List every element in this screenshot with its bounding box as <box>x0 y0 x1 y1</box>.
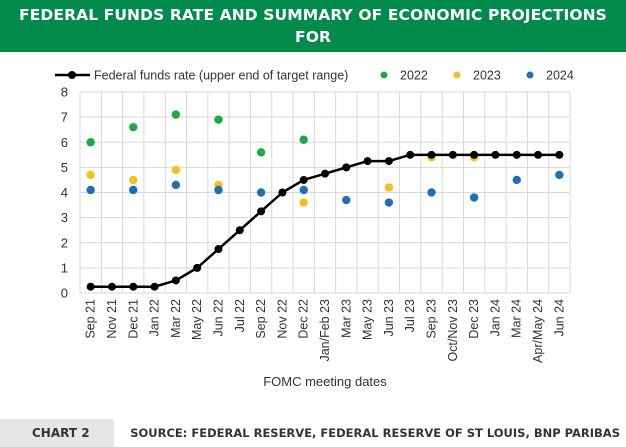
chart-title-line-1: FEDERAL FUNDS RATE AND SUMMARY OF ECONOM… <box>19 6 607 46</box>
legend-marker-2022 <box>380 71 388 79</box>
fed-funds-rate-point <box>406 150 415 159</box>
x-tick-label: Jul 23 <box>403 299 417 332</box>
x-axis-title: FOMC meeting dates <box>263 374 387 389</box>
scatter-point-2023 <box>384 183 394 192</box>
x-tick-label: Apr/May 24 <box>531 299 545 363</box>
legend-label-2023: 2023 <box>473 69 501 83</box>
legend-label-2024: 2024 <box>546 69 574 83</box>
fed-funds-rate-point <box>193 263 202 272</box>
y-tick-label: 0 <box>61 286 68 301</box>
fed-funds-rate-point <box>512 150 521 159</box>
fed-funds-rate-point <box>363 157 372 166</box>
x-tick-label: Nov 21 <box>105 299 119 339</box>
fed-funds-rate-point <box>342 163 351 172</box>
scatter-point-2024 <box>171 180 181 190</box>
x-tick-label: Sep 21 <box>84 299 98 339</box>
scatter-point-2022 <box>86 138 95 147</box>
fed-funds-rate-point <box>129 282 138 291</box>
fed-funds-rate-point <box>299 175 308 184</box>
scatter-point-2024 <box>86 185 95 195</box>
fed-funds-rate-point <box>491 150 500 159</box>
x-tick-label: May 22 <box>190 299 204 340</box>
fed-funds-rate-point <box>427 150 436 159</box>
scatter-point-2022 <box>129 122 138 132</box>
legend-line-marker <box>68 71 76 79</box>
scatter-point-2022 <box>171 110 181 119</box>
fed-funds-rate-point <box>86 282 95 291</box>
legend-marker-2023 <box>453 71 461 79</box>
scatter-point-2022 <box>214 115 223 124</box>
scatter-point-2023 <box>171 165 181 175</box>
x-tick-label: Dec 22 <box>297 299 311 339</box>
scatter-point-2023 <box>86 170 95 180</box>
x-tick-label: Sep 22 <box>254 299 268 339</box>
y-tick-label: 7 <box>61 110 68 125</box>
x-tick-label: Mar 22 <box>169 299 183 338</box>
scatter-point-2024 <box>384 198 394 207</box>
x-tick-label: Jan/Feb 23 <box>318 299 332 362</box>
legend-label-fed-funds: Federal funds rate (upper end of target … <box>94 69 348 83</box>
scatter-point-2024 <box>256 188 266 197</box>
y-tick-label: 3 <box>61 210 68 225</box>
scatter-point-2024 <box>427 188 436 197</box>
x-tick-label: Mar 23 <box>339 299 353 338</box>
fed-funds-rate-point <box>278 188 287 197</box>
y-tick-label: 8 <box>61 85 68 100</box>
fed-funds-rate-point <box>448 150 457 159</box>
scatter-point-2023 <box>129 175 138 185</box>
chart-title-line-2: NOMINAL GROWTH <box>229 50 397 68</box>
y-tick-label: 5 <box>61 160 68 175</box>
legend-label-2022: 2022 <box>400 69 428 83</box>
fed-funds-rate-point <box>534 150 543 159</box>
fed-funds-rate-point <box>384 157 393 166</box>
fed-funds-rate-point <box>235 226 244 235</box>
x-tick-label: Nov 22 <box>275 299 289 339</box>
scatter-point-2022 <box>256 148 266 157</box>
x-tick-label: Jun 23 <box>382 299 396 337</box>
fed-funds-rate-point <box>555 150 564 159</box>
scatter-point-2024 <box>469 193 479 202</box>
scatter-point-2024 <box>555 170 564 180</box>
scatter-point-2024 <box>129 185 138 195</box>
y-tick-label: 4 <box>61 185 68 200</box>
x-tick-label: Mar 24 <box>510 299 524 338</box>
scatter-point-2022 <box>299 135 308 144</box>
legend-marker-2024 <box>526 71 534 79</box>
x-tick-label: Oct/Nov 23 <box>446 299 460 362</box>
fed-funds-rate-point <box>321 169 329 178</box>
chart-plot: 0 1 2 3 4 5 6 7 8 Sep 21 Nov 21 Dec 21 Jan 22 Mar 22 M… <box>55 69 574 389</box>
y-tick-label: 1 <box>61 260 68 275</box>
scatter-point-2024 <box>214 185 223 195</box>
y-tick-label: 6 <box>61 135 68 150</box>
fed-funds-rate-point <box>257 207 266 216</box>
x-tick-label: Sep 23 <box>425 299 439 339</box>
x-tick-label: Dec 21 <box>126 299 140 339</box>
fed-funds-rate-point <box>171 276 180 285</box>
chart-number-label: CHART 2 <box>0 419 114 447</box>
x-tick-label: Jul 22 <box>233 299 247 332</box>
scatter-point-2024 <box>299 185 308 195</box>
x-tick-label: May 23 <box>361 299 375 340</box>
scatter-point-2024 <box>342 195 351 205</box>
footer: CHART 2 SOURCE: FEDERAL RESERVE, FEDERAL… <box>0 419 626 447</box>
chart-title: FEDERAL FUNDS RATE AND SUMMARY OF ECONOM… <box>0 0 626 68</box>
source-note: SOURCE: FEDERAL RESERVE, FEDERAL RESERVE… <box>130 426 620 440</box>
fed-funds-rate-point <box>470 150 479 159</box>
x-tick-label: Jan 22 <box>148 299 162 337</box>
x-tick-label: Dec 23 <box>467 299 481 339</box>
fed-funds-rate-point <box>214 245 223 254</box>
scatter-point-2024 <box>512 175 521 185</box>
fed-funds-rate-point <box>150 282 159 291</box>
x-tick-label: Jun 22 <box>211 299 225 337</box>
x-tick-label: Jun 24 <box>552 299 566 337</box>
x-tick-label: Jan 24 <box>488 299 502 337</box>
scatter-point-2023 <box>299 198 308 207</box>
fed-funds-rate-point <box>107 282 116 291</box>
y-tick-label: 2 <box>61 235 68 250</box>
